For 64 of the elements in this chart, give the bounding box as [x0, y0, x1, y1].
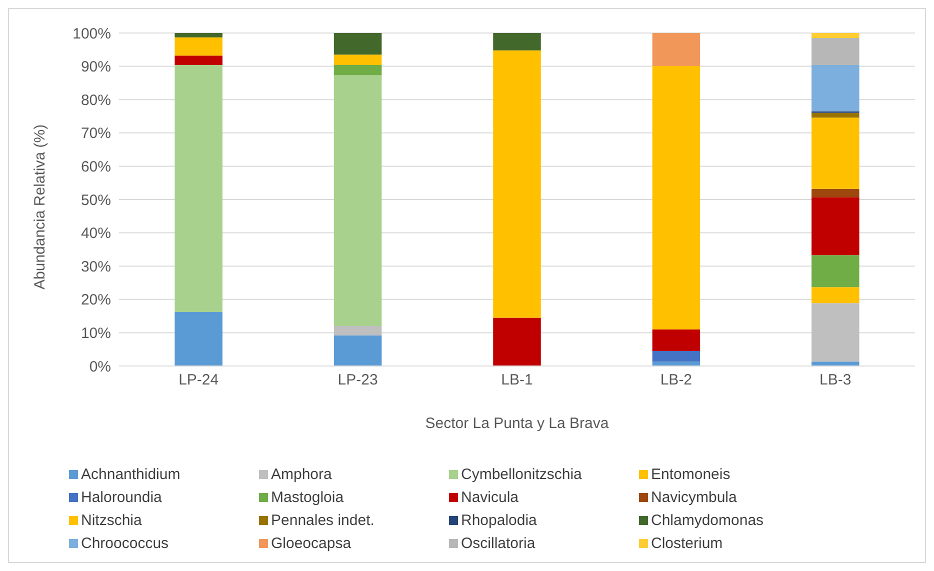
bar — [174, 312, 222, 366]
legend-label: Closterium — [651, 535, 723, 552]
bar — [812, 362, 860, 366]
bar — [334, 75, 382, 326]
y-tick-label: 30% — [80, 258, 111, 276]
legend-label: Cymbellonitzschia — [461, 466, 582, 483]
x-tick-label: LB-3 — [820, 372, 852, 389]
legend-label: Navicula — [461, 489, 519, 506]
legend-label: Oscillatoria — [461, 535, 536, 552]
legend-label: Mastogloia — [271, 489, 344, 506]
x-tick-label: LB-2 — [660, 372, 692, 389]
bar — [652, 66, 700, 330]
y-tick-label: 50% — [80, 192, 111, 209]
bar — [174, 56, 222, 65]
bar — [334, 64, 382, 76]
bar — [174, 37, 222, 56]
legend-label: Chroococcus — [81, 535, 169, 552]
y-tick-label: 60% — [80, 158, 111, 176]
bar — [652, 33, 700, 66]
x-tick-label: LP-23 — [338, 372, 378, 389]
y-tick-label: 0% — [89, 358, 111, 376]
y-axis-title: Abundancia Relativa (%) — [31, 124, 48, 290]
bar — [652, 329, 700, 352]
legend-label: Entomoneis — [651, 466, 730, 483]
bar — [334, 326, 382, 336]
bar — [652, 351, 700, 362]
bar — [812, 33, 860, 38]
y-tick-label: 20% — [80, 292, 111, 309]
bar — [812, 118, 860, 189]
x-tick-label: LB-1 — [501, 372, 533, 389]
legend-label: Nitzschia — [81, 512, 142, 529]
legend-label: Pennales indet. — [271, 512, 374, 529]
bar — [493, 50, 541, 318]
bar — [493, 33, 541, 50]
bar — [812, 303, 860, 362]
bar — [812, 255, 860, 288]
bar — [812, 188, 860, 198]
legend-label: Amphora — [271, 466, 332, 483]
bar — [812, 64, 860, 112]
legend-label: Chlamydomonas — [651, 512, 764, 529]
x-tick-label: LP-24 — [178, 372, 219, 389]
x-axis-title: Sector La Punta y La Brava — [425, 415, 610, 432]
bar — [174, 33, 222, 38]
legend-label: Navicymbula — [651, 489, 737, 506]
y-tick-label: 100% — [72, 25, 111, 42]
bar — [812, 112, 860, 118]
y-tick-label: 70% — [80, 125, 111, 142]
legend-label: Rhopalodia — [461, 512, 537, 529]
y-tick-label: 90% — [80, 58, 111, 76]
bar — [812, 38, 860, 65]
bar — [812, 197, 860, 256]
legend-label: Gloeocapsa — [271, 535, 352, 552]
bar — [334, 33, 382, 55]
bar — [812, 287, 860, 304]
bar — [493, 318, 541, 366]
y-tick-label: 10% — [80, 325, 111, 342]
y-tick-label: 40% — [80, 225, 111, 242]
bar — [334, 54, 382, 65]
bar — [174, 64, 222, 312]
y-tick-label: 80% — [80, 92, 111, 109]
bar — [652, 362, 700, 366]
bar — [334, 335, 382, 366]
legend-label: Haloroundia — [81, 489, 162, 506]
legend-label: Achnanthidium — [81, 466, 180, 483]
